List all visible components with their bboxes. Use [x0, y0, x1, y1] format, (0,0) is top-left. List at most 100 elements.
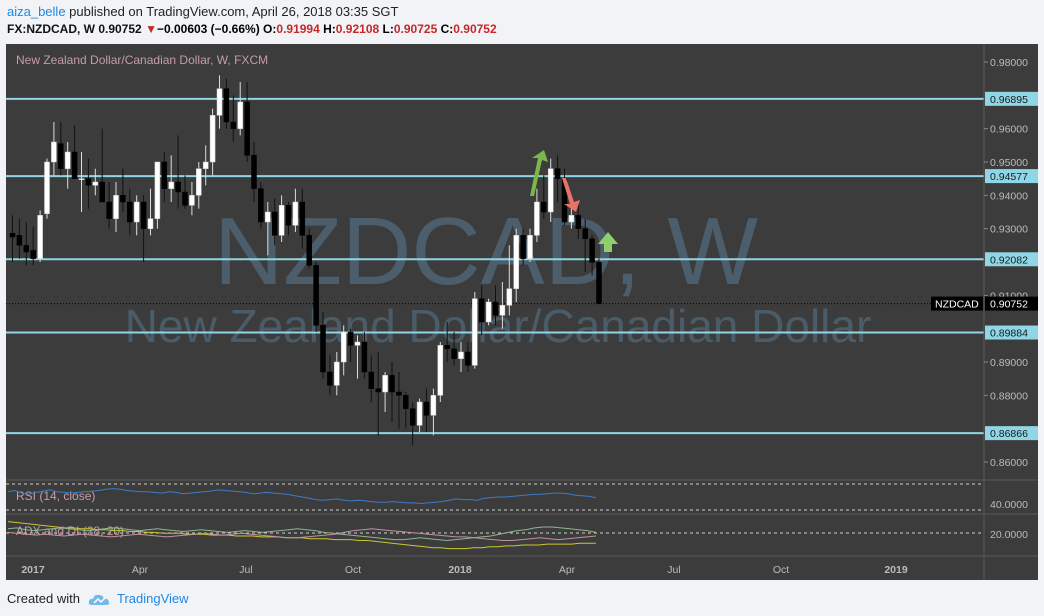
candle-body — [430, 395, 437, 416]
candle-body — [382, 375, 388, 393]
level-price-badge — [985, 426, 1038, 441]
price-tick-label: 0.88000 — [990, 390, 1028, 402]
rsi-line — [7, 488, 597, 505]
chart-legend: New Zealand Dollar/Canadian Dollar, W, F… — [16, 53, 268, 67]
candle-body — [51, 141, 57, 163]
time-axis-label: Jul — [239, 564, 252, 576]
level-price-badge — [985, 91, 1038, 106]
candle-body — [527, 235, 533, 259]
level-price-badge — [985, 325, 1038, 340]
open-value: 0.91994 — [276, 22, 320, 36]
candle-body — [265, 211, 271, 223]
candle-body — [182, 191, 188, 206]
price-tick-label: 0.96000 — [990, 124, 1028, 136]
created-with-text: Created with — [7, 591, 80, 606]
candle-body — [547, 168, 554, 213]
candle-body — [189, 195, 195, 206]
candle-body — [354, 341, 361, 346]
candle-body — [485, 301, 492, 323]
time-axis-label: Apr — [132, 564, 149, 576]
candle-body — [120, 195, 126, 203]
price-tick-label: 0.93000 — [990, 224, 1028, 236]
candle-body — [16, 235, 23, 246]
candle-body — [251, 155, 257, 189]
chart-area[interactable]: NZDCAD, W New Zealand Dollar/Canadian Do… — [6, 44, 1038, 580]
candle-body — [30, 250, 36, 259]
level-price-label: 0.94577 — [990, 171, 1028, 183]
candle-body — [313, 265, 319, 326]
candle-body — [78, 178, 85, 180]
time-axis-label: 2019 — [884, 564, 908, 576]
green-up-arrow-icon — [530, 150, 548, 196]
candle-body — [216, 88, 223, 116]
low-value: 0.90725 — [393, 22, 438, 36]
price-tick-label: 0.98000 — [990, 57, 1028, 69]
rsi-scale-label: 40.0000 — [990, 499, 1028, 511]
candle-body — [575, 215, 582, 229]
candle-body — [334, 361, 340, 386]
tradingview-cloud-icon — [88, 594, 110, 605]
candle-body — [230, 121, 237, 129]
candle-body — [106, 201, 112, 219]
candle-body — [85, 178, 92, 186]
candle-body — [209, 115, 216, 163]
candle-body — [23, 245, 30, 253]
candle-body — [506, 288, 513, 306]
footer: Created with TradingView — [0, 584, 1044, 616]
candle-body — [278, 205, 285, 236]
candle-body — [44, 161, 50, 214]
candle-body — [396, 391, 402, 396]
price-tick-label: 0.86000 — [990, 457, 1028, 469]
candle-body — [568, 215, 575, 223]
symbol-name: FX:NZDCAD, W — [7, 22, 95, 36]
high-value: 0.92108 — [335, 22, 380, 36]
candle-body — [244, 101, 250, 156]
change-value: −0.00603 (−0.66%) — [156, 22, 260, 36]
author-link[interactable]: aiza_belle — [7, 4, 66, 19]
candle-body — [58, 143, 64, 169]
published-text: published on TradingView.com, April 26, … — [65, 4, 399, 19]
level-price-label: 0.86866 — [990, 428, 1028, 440]
candle-body — [196, 168, 202, 196]
light-green-up-arrow-icon — [598, 232, 618, 252]
candle-body — [37, 215, 43, 259]
candle-body — [271, 211, 278, 236]
level-price-label: 0.96895 — [990, 94, 1028, 106]
candle-body — [285, 205, 292, 226]
candle-body — [589, 238, 595, 263]
symbol-badge-label: NZDCAD — [935, 299, 979, 311]
time-axis-label: 2017 — [21, 564, 45, 576]
candle-body — [71, 151, 78, 179]
candle-body — [168, 181, 174, 189]
candle-body — [202, 161, 209, 169]
candle-body — [389, 375, 395, 393]
low-label: L: — [382, 22, 394, 36]
candlestick-chart[interactable]: NZDCAD, W New Zealand Dollar/Canadian Do… — [6, 44, 1038, 580]
candle-body — [478, 298, 485, 323]
candle-body — [423, 401, 430, 416]
candle-body — [327, 371, 333, 386]
candle-body — [465, 351, 471, 366]
symbol-quote-line: FX:NZDCAD, W 0.90752 ▼−0.00603 (−0.66%) … — [7, 22, 497, 36]
candle-body — [368, 371, 375, 389]
candle-body — [9, 233, 16, 238]
level-price-label: 0.89884 — [990, 328, 1028, 340]
time-axis-label: 2018 — [448, 564, 472, 576]
time-axis-label: Oct — [773, 564, 789, 576]
candle-body — [534, 201, 540, 236]
candle-body — [416, 401, 423, 426]
tradingview-link[interactable]: TradingView — [117, 591, 189, 606]
level-price-badge — [985, 252, 1038, 267]
open-label: O: — [263, 22, 277, 36]
candle-body — [92, 181, 99, 186]
candle-body — [472, 298, 478, 366]
candle-body — [113, 195, 119, 219]
candle-body — [520, 235, 526, 259]
price-tick-label: 0.89000 — [990, 357, 1028, 369]
candle-body — [554, 168, 561, 179]
time-axis-label: Jul — [667, 564, 680, 576]
candle-body — [223, 88, 230, 123]
candle-body — [409, 408, 416, 426]
level-price-label: 0.92082 — [990, 254, 1028, 266]
candle-body — [513, 235, 519, 289]
